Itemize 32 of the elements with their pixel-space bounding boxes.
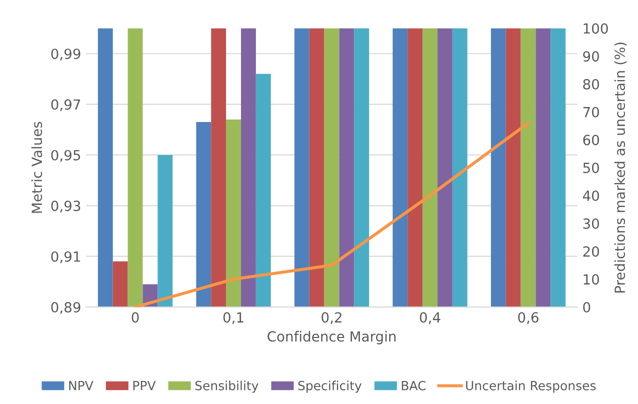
y2-tick-label: 50 (583, 162, 599, 174)
legend-label: NPV (69, 381, 94, 390)
y2-tick-label: 80 (583, 79, 599, 90)
line-series (134, 122, 530, 308)
y-tick-label: 0,97 (51, 99, 80, 112)
y2-tick-label: 0 (583, 302, 590, 313)
y-tick-label: 0,95 (51, 150, 80, 162)
x-tick-label: 0 (132, 312, 139, 323)
y-tick-label: 0,99 (51, 48, 80, 61)
y-axis-title: Metric Values (31, 122, 42, 213)
y2-tick-label: 20 (583, 246, 599, 257)
y2-tick-label: 30 (583, 218, 599, 229)
y2-tick-label: 70 (583, 106, 599, 118)
legend-label: Uncertain Responses (466, 380, 596, 393)
x-tick-label: 0,6 (518, 312, 538, 324)
legend-label: BAC (402, 380, 426, 390)
y2-tick-label: 40 (582, 190, 599, 202)
y2-tick-label: 10 (584, 274, 599, 285)
x-tick-label: 0,2 (322, 312, 342, 324)
y2-tick-label: 100 (584, 23, 608, 34)
y-tick-label: 0,91 (51, 251, 80, 264)
y2-axis-title: Predictions marked as uncertain (%) (614, 42, 627, 293)
y-tick-label: 0,93 (51, 200, 80, 213)
x-tick-label: 0,1 (223, 312, 244, 324)
x-tick-label: 0,4 (420, 312, 440, 324)
x-axis-title: Confidence Margin (268, 330, 396, 344)
legend-label: Sensibility (195, 380, 258, 393)
y2-tick-label: 60 (583, 134, 599, 146)
y-tick-label: 0,89 (51, 302, 80, 314)
y2-tick-label: 90 (583, 51, 599, 62)
legend-label: PPV (133, 381, 156, 390)
legend-label: Specificity (298, 380, 362, 393)
